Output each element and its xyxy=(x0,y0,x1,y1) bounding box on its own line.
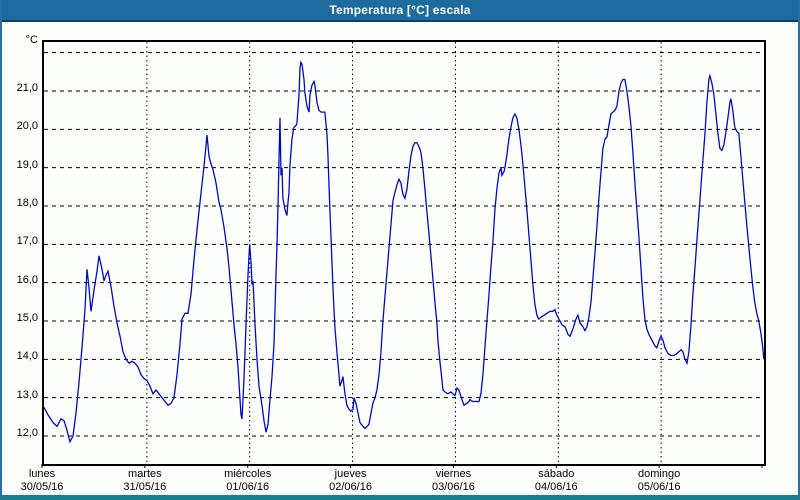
y-tick-label: 17,0 xyxy=(16,235,38,248)
x-day-label: martes 31/05/16 xyxy=(100,468,190,494)
temperature-line-chart xyxy=(44,42,764,464)
chart-title-bar: Temperatura [°C] escala xyxy=(2,0,798,22)
day-name: domingo xyxy=(638,468,681,480)
x-day-label: sábado 04/06/16 xyxy=(511,468,601,494)
day-name: jueves xyxy=(334,468,367,480)
day-date: 04/06/16 xyxy=(534,481,578,493)
day-date: 31/05/16 xyxy=(123,481,167,493)
day-date: 05/06/16 xyxy=(637,481,681,493)
x-day-label: viernes 03/06/16 xyxy=(408,468,498,494)
y-tick-label: 19,0 xyxy=(16,158,38,171)
y-axis-unit-label: °C xyxy=(25,34,38,46)
plot-area xyxy=(42,40,766,466)
day-name: lunes xyxy=(28,468,56,480)
x-day-label: miércoles 01/06/16 xyxy=(203,468,293,494)
y-tick-label: 16,0 xyxy=(16,273,38,286)
y-tick-label: 14,0 xyxy=(16,350,38,363)
y-tick-label: 18,0 xyxy=(16,197,38,209)
day-name: miércoles xyxy=(224,468,272,480)
day-name: sábado xyxy=(538,468,575,480)
y-tick-label: 20,0 xyxy=(16,120,38,133)
chart-title: Temperatura [°C] escala xyxy=(329,3,471,17)
x-day-label: jueves 02/06/16 xyxy=(306,468,396,494)
temperature-series-line xyxy=(44,60,764,444)
day-date: 30/05/16 xyxy=(20,481,64,493)
day-name: martes xyxy=(128,468,162,480)
y-tick-label: 15,0 xyxy=(16,312,38,324)
x-day-label: lunes 30/05/16 xyxy=(2,468,87,494)
y-tick-label: 12,0 xyxy=(16,427,38,439)
y-tick-label: 13,0 xyxy=(16,388,38,401)
y-tick-label: 21,0 xyxy=(16,82,38,94)
day-name: viernes xyxy=(435,468,472,480)
day-date: 02/06/16 xyxy=(329,481,372,493)
day-date: 03/06/16 xyxy=(432,481,475,493)
day-date: 01/06/16 xyxy=(226,481,270,493)
x-day-label: domingo 05/06/16 xyxy=(614,468,704,494)
